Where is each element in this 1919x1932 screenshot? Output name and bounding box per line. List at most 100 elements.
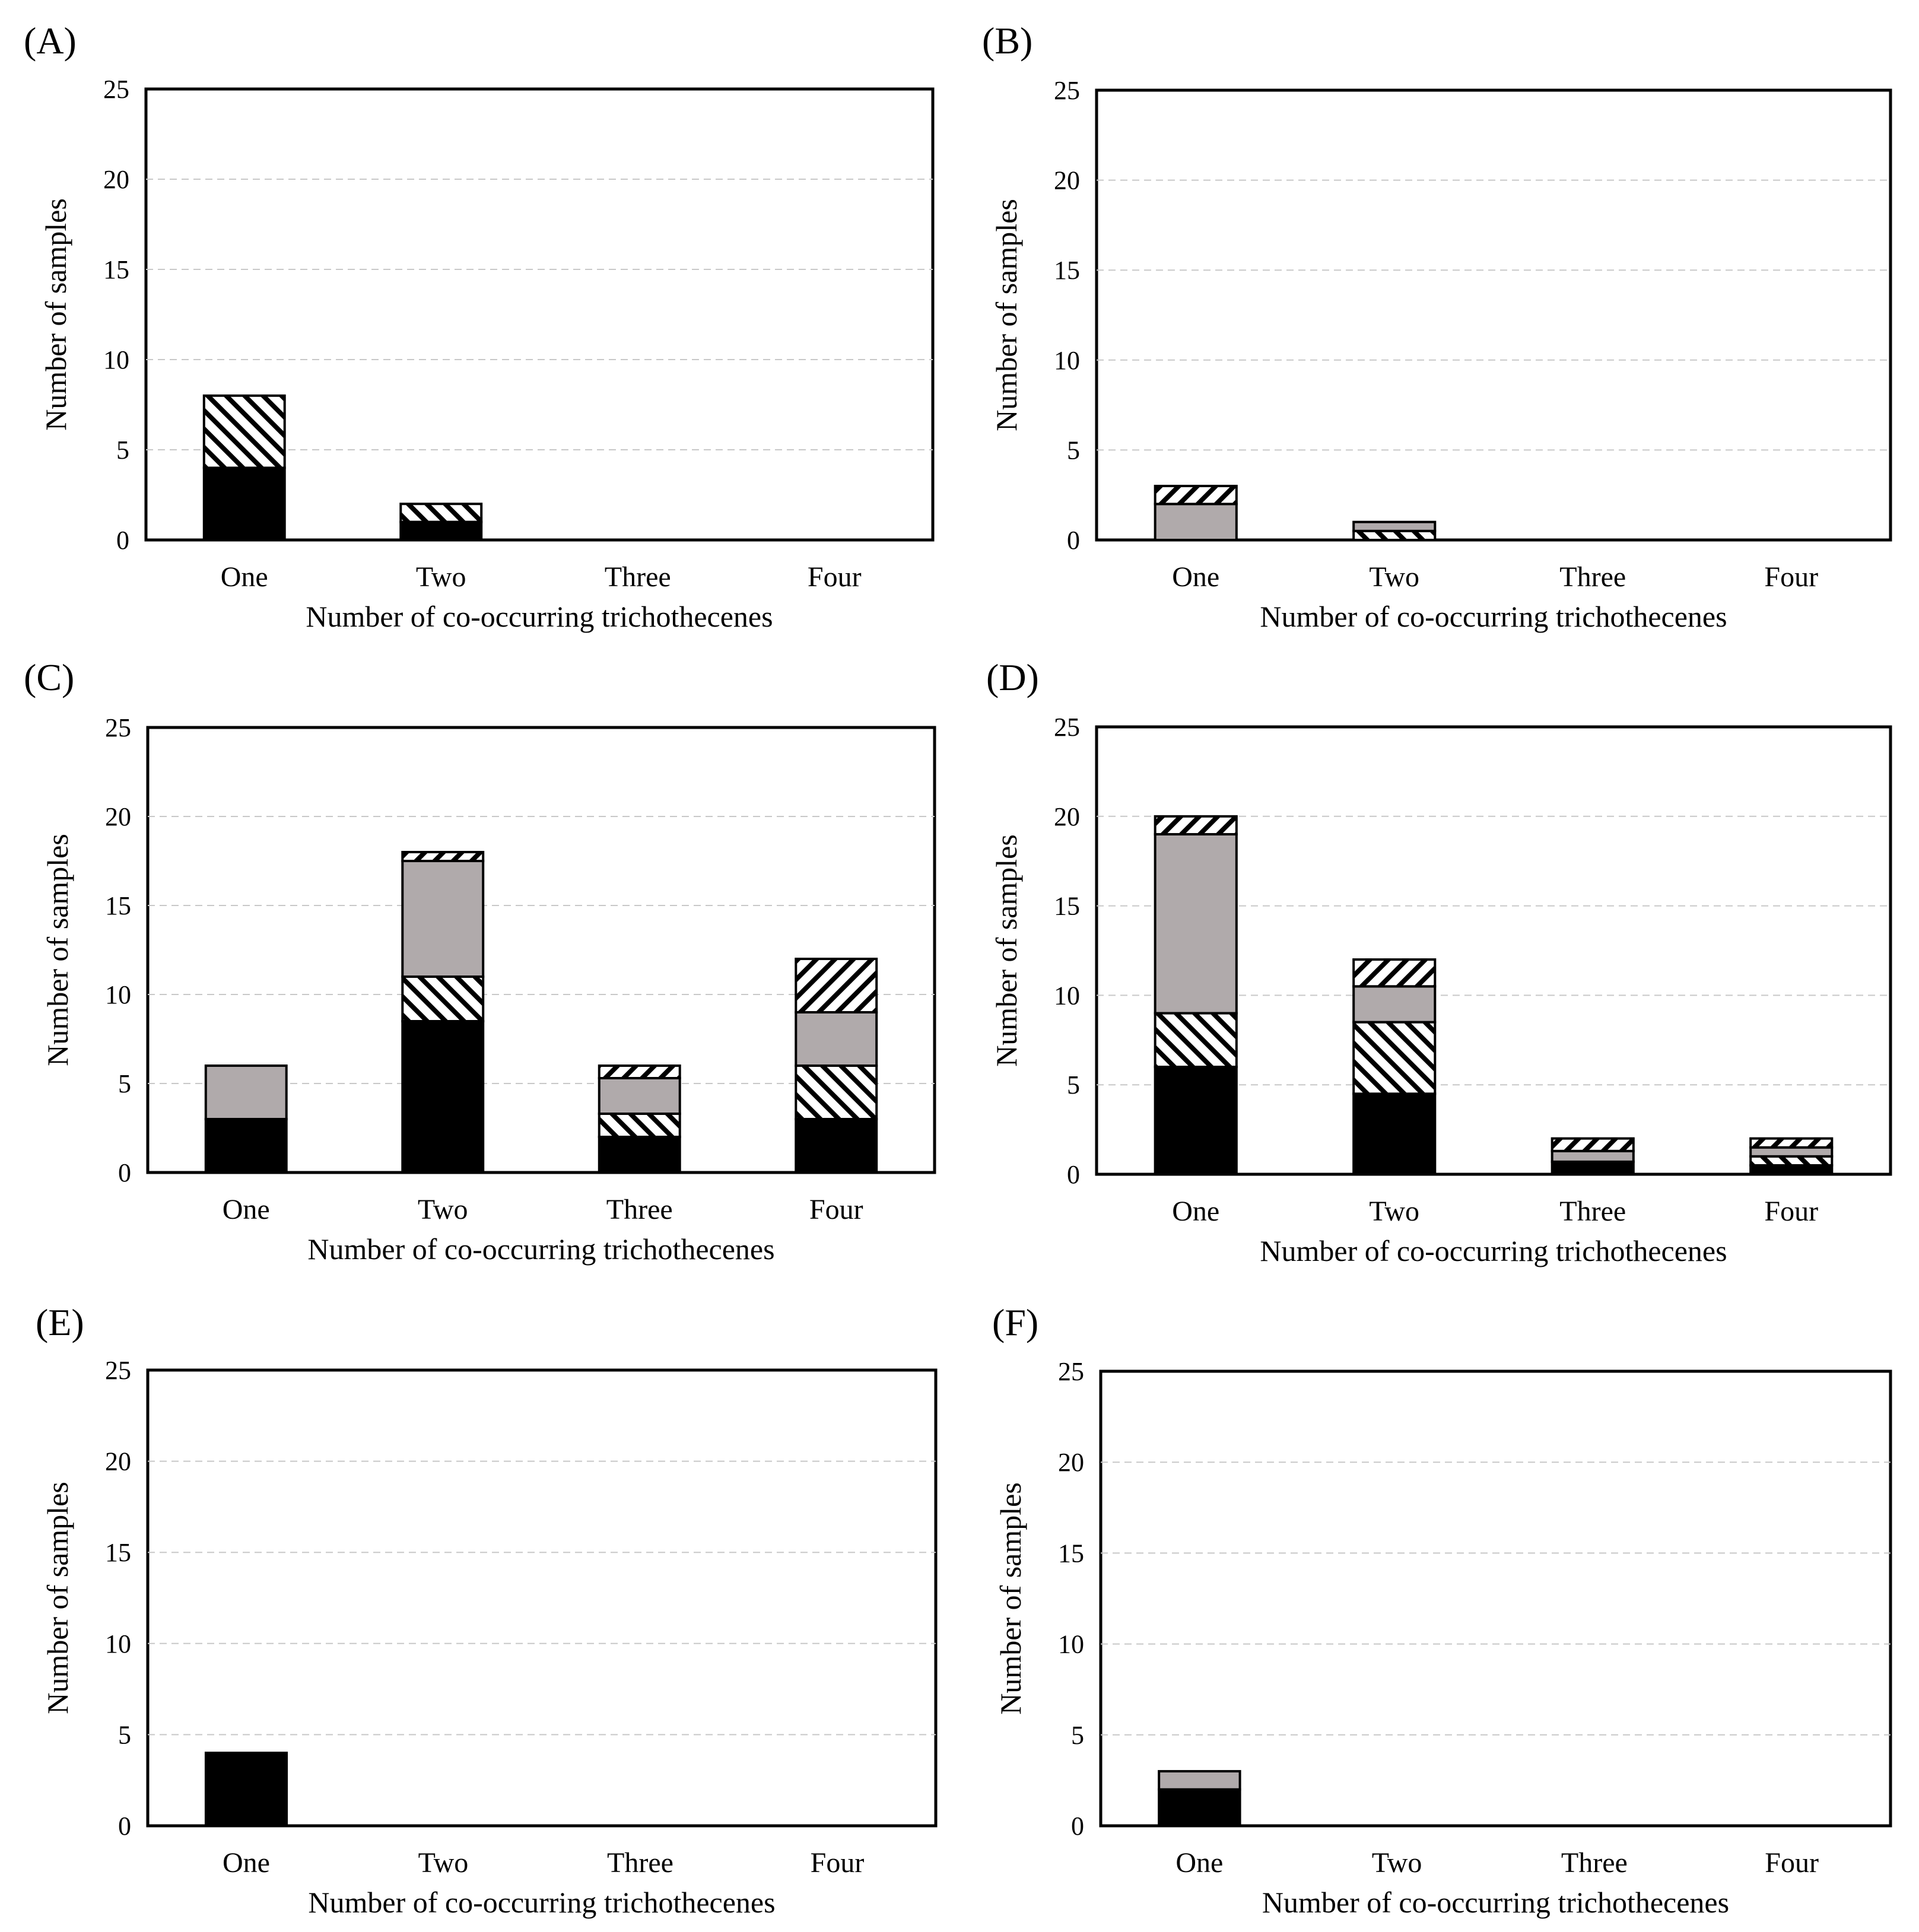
bar-segment-gray: [1352, 985, 1437, 1024]
bar-segment-black: [795, 1118, 878, 1174]
x-tick-label: One: [223, 1847, 270, 1879]
grid-lines: [148, 1460, 936, 1736]
y-tick-label: 0: [1067, 526, 1080, 555]
x-tick-label: One: [223, 1194, 270, 1225]
panel-a: (A) 0 5 10 15 20 25 One Two Three Four N…: [24, 20, 935, 633]
bars: [204, 1752, 288, 1828]
panel-label: (A): [24, 20, 77, 62]
x-tick-label: Two: [418, 1847, 469, 1879]
y-tick-label: 15: [1054, 892, 1080, 921]
y-tick-label: 20: [1054, 802, 1080, 831]
y-tick-label: 5: [1067, 1070, 1080, 1100]
y-tick-label: 10: [1054, 346, 1080, 375]
bar-segment-black: [1352, 1092, 1437, 1176]
bar-segment-gray: [1158, 1770, 1241, 1791]
x-axis-title: Number of co-occurring trichothecenes: [1260, 600, 1727, 633]
bar-segment-gray: [1154, 832, 1238, 1015]
plot-frame: [1099, 1369, 1892, 1828]
bar-segment-forward-hatched: [1154, 815, 1238, 835]
plot-frame: [144, 87, 935, 542]
y-tick-label: 15: [105, 1538, 131, 1567]
panel-label: (D): [986, 656, 1039, 698]
bar-segment-black: [1749, 1164, 1834, 1176]
y-tick-label: 0: [1067, 1160, 1080, 1189]
y-tick-label: 0: [118, 1158, 131, 1187]
y-tick-label: 10: [1058, 1630, 1084, 1659]
y-tick-label: 25: [103, 75, 129, 104]
x-tick-label: Four: [1764, 1196, 1818, 1227]
bar-segment-black: [598, 1136, 681, 1174]
x-tick-label: Three: [1559, 561, 1626, 593]
y-tick-label: 20: [105, 802, 131, 831]
y-tick-label: 5: [116, 436, 129, 465]
panel-b: (B) 0 5 10 15 20 25 One Two Three Four N…: [982, 20, 1892, 633]
y-axis-title: Number of samples: [41, 834, 74, 1066]
bar-segment-black: [204, 1752, 288, 1828]
x-tick-label: Three: [606, 1194, 673, 1225]
x-tick-labels: One Two Three Four: [1172, 561, 1818, 593]
bar-segment-gray: [795, 1011, 878, 1067]
plot-frame: [146, 1368, 938, 1828]
y-tick-labels: 0 5 10 15 20 25: [105, 1356, 131, 1841]
grid-lines: [1097, 179, 1891, 451]
bar-segment-gray: [204, 1064, 288, 1120]
y-tick-label: 25: [105, 713, 131, 742]
panel-label: (F): [992, 1301, 1038, 1343]
panel-label: (C): [24, 656, 74, 698]
x-tick-label: Two: [418, 1194, 468, 1225]
y-tick-label: 10: [105, 1629, 131, 1658]
y-tick-labels: 0 5 10 15 20 25: [1054, 713, 1080, 1189]
x-tick-label: One: [1172, 1196, 1219, 1227]
y-tick-label: 0: [1071, 1812, 1084, 1841]
bar-segment-black: [1551, 1160, 1635, 1175]
bar-segment-back-hatched: [399, 503, 483, 523]
y-tick-label: 10: [105, 980, 131, 1009]
y-axis-title: Number of samples: [990, 834, 1023, 1067]
plot-frame: [1095, 725, 1892, 1176]
y-tick-labels: 0 5 10 15 20 25: [1058, 1357, 1084, 1841]
bars: [1154, 815, 1834, 1176]
bar-segment-forward-hatched: [1352, 958, 1437, 988]
y-axis-title: Number of samples: [41, 1482, 74, 1714]
y-tick-labels: 0 5 10 15 20 25: [105, 713, 131, 1187]
bar-segment-black: [204, 1118, 288, 1174]
bars: [1154, 485, 1437, 542]
bar-segment-back-hatched: [1154, 1012, 1238, 1069]
x-tick-labels: One Two Three Four: [223, 1847, 864, 1879]
x-tick-labels: One Two Three Four: [223, 1194, 863, 1225]
x-tick-label: Four: [808, 561, 862, 593]
panel-c: (C) 0 5 10 15 20 25 One Two Three Four N…: [24, 656, 936, 1266]
bar-segment-forward-hatched: [795, 958, 878, 1013]
y-axis-title: Number of samples: [994, 1482, 1027, 1715]
bar-segment-back-hatched: [598, 1113, 681, 1138]
x-tick-label: Four: [1765, 1847, 1819, 1879]
x-tick-label: Three: [1561, 1847, 1628, 1879]
x-tick-label: Three: [607, 1847, 673, 1879]
x-tick-label: One: [1172, 561, 1219, 593]
bar-segment-gray: [401, 860, 485, 978]
bar-segment-gray: [1352, 520, 1437, 532]
x-tick-label: Four: [811, 1847, 865, 1879]
bar-segment-black: [1158, 1788, 1241, 1827]
bar-segment-forward-hatched: [1551, 1137, 1635, 1152]
bar-segment-gray: [1749, 1146, 1834, 1158]
bar-segment-black: [1154, 1066, 1238, 1176]
x-tick-label: Two: [1372, 1847, 1422, 1879]
y-tick-label: 15: [1054, 256, 1080, 285]
x-axis-title: Number of co-occurring trichothecenes: [307, 1232, 774, 1266]
y-tick-label: 0: [118, 1812, 131, 1841]
bar-segment-gray: [1551, 1149, 1635, 1163]
y-tick-label: 25: [1054, 76, 1080, 105]
bar-segment-forward-hatched: [1749, 1137, 1834, 1149]
bar-segment-gray: [1154, 503, 1238, 541]
y-tick-labels: 0 5 10 15 20 25: [103, 75, 129, 555]
y-axis-title: Number of samples: [990, 199, 1023, 431]
y-tick-label: 15: [1058, 1539, 1084, 1568]
x-axis-title: Number of co-occurring trichothecenes: [1260, 1234, 1727, 1267]
x-tick-labels: One Two Three Four: [1172, 1196, 1818, 1227]
y-tick-label: 20: [103, 165, 129, 194]
bars: [202, 394, 483, 542]
bar-segment-back-hatched: [1749, 1155, 1834, 1167]
bar-segment-back-hatched: [401, 975, 485, 1022]
